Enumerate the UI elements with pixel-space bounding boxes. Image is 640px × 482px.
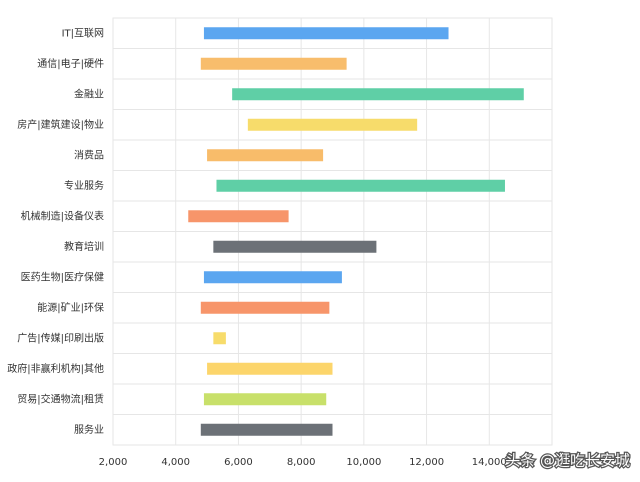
bar bbox=[200, 423, 333, 436]
y-tick-label: 消费品 bbox=[74, 148, 104, 161]
x-tick-label: 4,000 bbox=[161, 457, 190, 468]
y-tick-label: 金融业 bbox=[74, 87, 104, 100]
y-tick-label: 政府|非赢利机构|其他 bbox=[7, 362, 104, 375]
bar bbox=[213, 332, 226, 345]
bar bbox=[247, 118, 418, 131]
x-tick-label: 14,000 bbox=[472, 457, 507, 468]
x-tick-label: 6,000 bbox=[224, 457, 253, 468]
bar bbox=[188, 210, 289, 223]
watermark: 头条 @逛吃长安城 bbox=[505, 452, 630, 470]
bar bbox=[213, 240, 377, 253]
y-tick-label: 房产|建筑建设|物业 bbox=[17, 118, 104, 131]
bar bbox=[216, 179, 505, 192]
bar bbox=[232, 88, 524, 101]
bar bbox=[207, 149, 324, 162]
y-tick-label: 通信|电子|硬件 bbox=[37, 57, 104, 70]
bar bbox=[207, 362, 333, 375]
y-tick-label: 贸易|交通物流|租赁 bbox=[17, 392, 104, 405]
bar bbox=[200, 57, 347, 70]
y-tick-label: 服务业 bbox=[74, 423, 104, 436]
y-tick-label: 能源|矿业|环保 bbox=[37, 301, 104, 314]
x-tick-label: 8,000 bbox=[287, 457, 316, 468]
y-tick-label: IT|互联网 bbox=[62, 27, 104, 39]
bar bbox=[203, 271, 342, 284]
y-tick-label: 医药生物|医疗保健 bbox=[21, 270, 104, 283]
y-tick-label: 专业服务 bbox=[64, 179, 104, 192]
x-tick-label: 12,000 bbox=[409, 457, 444, 468]
x-tick-label: 2,000 bbox=[99, 457, 128, 468]
bar bbox=[203, 393, 327, 406]
y-tick-label: 广告|传媒|印刷出版 bbox=[17, 331, 104, 344]
y-tick-label: 机械制造|设备仪表 bbox=[21, 209, 104, 222]
bar bbox=[203, 27, 449, 40]
y-tick-label: 教育培训 bbox=[64, 240, 104, 253]
bar bbox=[200, 301, 330, 314]
x-tick-label: 10,000 bbox=[346, 457, 381, 468]
